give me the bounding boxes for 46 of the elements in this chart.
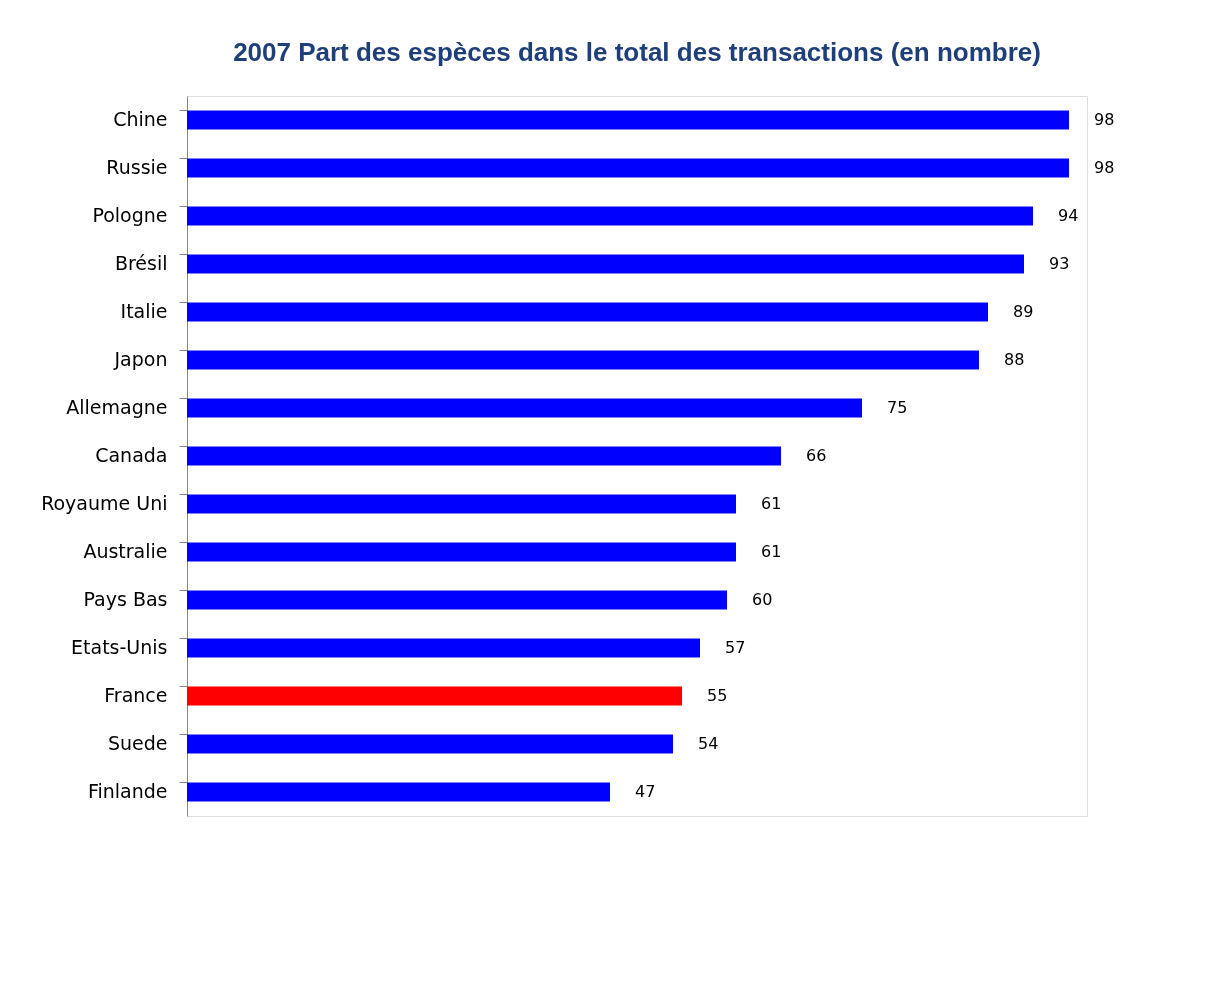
y-tick-label: Canada [95, 444, 168, 466]
data-label: 75 [887, 398, 908, 417]
data-label: 57 [725, 638, 746, 657]
y-tick-label: Chine [113, 108, 168, 130]
data-label: 98 [1094, 110, 1115, 129]
data-label: 54 [698, 734, 719, 753]
y-tick-label: Japon [113, 348, 168, 370]
y-tick-label: Pologne [92, 204, 168, 226]
data-label: 94 [1058, 206, 1079, 225]
bar [187, 638, 700, 658]
y-tick-label: Russie [106, 156, 168, 178]
bar [187, 734, 673, 754]
data-label: 55 [707, 686, 728, 705]
bar [187, 590, 727, 610]
y-tick-label: France [104, 684, 168, 706]
y-tick-label: Royaume Uni [41, 492, 168, 514]
chart-title: 2007 Part des espèces dans le total des transactions (en nombre) [233, 37, 1041, 67]
bar [187, 542, 736, 562]
data-label: 66 [806, 446, 827, 465]
data-label: 61 [761, 542, 782, 561]
bar [187, 254, 1024, 274]
data-label: 98 [1094, 158, 1115, 177]
bar [187, 398, 862, 418]
bar [187, 350, 979, 370]
y-tick-label: Pays Bas [83, 588, 168, 610]
bar [187, 494, 736, 514]
y-tick-label: Australie [83, 540, 168, 562]
bar [187, 206, 1033, 226]
y-tick-label: Allemagne [66, 396, 168, 418]
data-label: 61 [761, 494, 782, 513]
data-label: 93 [1049, 254, 1070, 273]
y-tick-label: Finlande [87, 780, 168, 802]
data-label: 60 [752, 590, 773, 609]
data-label: 88 [1004, 350, 1025, 369]
y-tick-label: Brésil [114, 252, 168, 274]
data-label: 89 [1013, 302, 1034, 321]
bar [187, 782, 610, 802]
bar [187, 302, 988, 322]
y-tick-label: Italie [120, 300, 168, 322]
data-label: 47 [635, 782, 656, 801]
y-tick-label: Suede [107, 732, 168, 754]
bar [187, 446, 781, 466]
bar [187, 158, 1069, 178]
bar [187, 686, 682, 706]
y-tick-label: Etats-Unis [71, 636, 168, 658]
bar [187, 110, 1069, 130]
